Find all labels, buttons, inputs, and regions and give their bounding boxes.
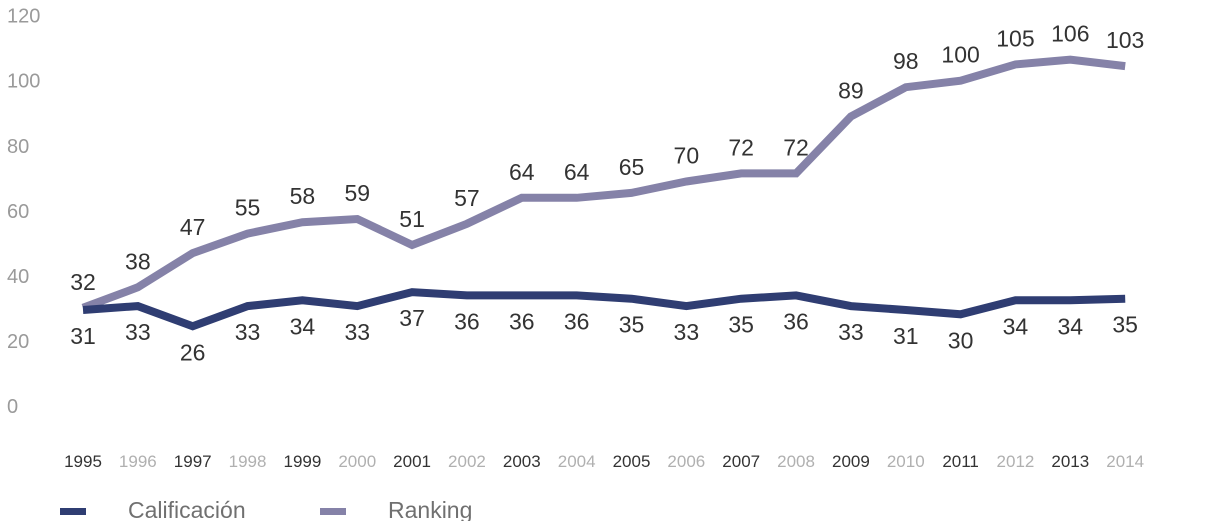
data-labels: 31 33 26 33 34 33 37 36 36 36 35 33 35 36 33 31 30 34 34 35… <box>70 21 1144 366</box>
x-tick-label-2005: 2005 <box>613 452 651 471</box>
data-label-ranking-2011: 100 <box>941 42 979 68</box>
data-label-calificacin-2012: 34 <box>1003 313 1029 339</box>
data-label-calificacin-2007: 35 <box>728 312 754 338</box>
data-label-calificacin-2009: 33 <box>838 319 864 345</box>
x-tick-label-1998: 1998 <box>229 452 267 471</box>
data-label-ranking-1997: 47 <box>180 214 206 240</box>
data-label-calificacin-2008: 36 <box>783 308 809 334</box>
legend: Calificación Ranking <box>60 497 472 521</box>
x-tick-label-1999: 1999 <box>283 452 321 471</box>
legend-swatch-ranking <box>320 508 346 515</box>
data-label-calificacin-1998: 33 <box>235 319 261 345</box>
data-label-calificacin-2014: 35 <box>1112 312 1138 338</box>
x-tick-label-2006: 2006 <box>667 452 705 471</box>
data-label-calificacin-2003: 36 <box>509 308 535 334</box>
x-tick-label-2000: 2000 <box>338 452 376 471</box>
data-label-calificacin-1999: 34 <box>290 313 316 339</box>
x-tick-label-2007: 2007 <box>722 452 760 471</box>
data-label-ranking-2002: 57 <box>454 185 480 211</box>
data-label-calificacin-1997: 26 <box>180 339 206 365</box>
x-tick-label-2012: 2012 <box>997 452 1035 471</box>
legend-label-calificacin: Calificación <box>128 497 246 521</box>
data-label-calificacin-1995: 31 <box>70 323 96 349</box>
data-label-calificacin-1996: 33 <box>125 319 151 345</box>
legend-swatch-calificacin <box>60 508 86 515</box>
x-tick-label-2014: 2014 <box>1106 452 1144 471</box>
y-tick-label-40: 40 <box>7 266 29 288</box>
data-label-calificacin-2006: 33 <box>674 319 700 345</box>
y-tick-label-60: 60 <box>7 201 29 223</box>
data-label-ranking-1996: 38 <box>125 248 151 274</box>
y-tick-label-80: 80 <box>7 136 29 158</box>
x-tick-label-2010: 2010 <box>887 452 925 471</box>
x-tick-label-2003: 2003 <box>503 452 541 471</box>
data-label-calificacin-2002: 36 <box>454 308 480 334</box>
x-tick-label-2002: 2002 <box>448 452 486 471</box>
data-label-calificacin-2004: 36 <box>564 308 590 334</box>
y-axis: 0 20 40 60 80 100 120 <box>7 6 40 418</box>
x-tick-label-2013: 2013 <box>1051 452 1089 471</box>
data-label-ranking-1995: 32 <box>70 269 96 295</box>
x-tick-label-2011: 2011 <box>942 452 979 471</box>
data-label-ranking-2005: 65 <box>619 154 645 180</box>
x-tick-label-2008: 2008 <box>777 452 815 471</box>
data-label-ranking-2006: 70 <box>674 143 700 169</box>
data-label-ranking-2003: 64 <box>509 159 535 185</box>
series-line-calificacin <box>82 288 1126 331</box>
x-tick-label-1997: 1997 <box>174 452 212 471</box>
data-label-ranking-2001: 51 <box>399 206 425 232</box>
data-label-ranking-2008: 72 <box>783 134 809 160</box>
x-tick-label-1996: 1996 <box>119 452 157 471</box>
data-label-calificacin-2013: 34 <box>1058 313 1084 339</box>
data-label-ranking-2013: 106 <box>1051 21 1089 47</box>
series-line-ranking <box>81 55 1126 312</box>
x-tick-label-2009: 2009 <box>832 452 870 471</box>
y-tick-label-120: 120 <box>7 6 40 28</box>
data-label-ranking-2012: 105 <box>996 25 1034 51</box>
data-label-calificacin-2005: 35 <box>619 312 645 338</box>
y-tick-label-20: 20 <box>7 331 29 353</box>
series-lines <box>81 55 1126 331</box>
data-label-ranking-1999: 58 <box>290 183 316 209</box>
x-axis: 1995 1996 1997 1998 1999 2000 2001 2002 2003 2004… <box>64 452 1144 471</box>
legend-label-ranking: Ranking <box>388 497 472 521</box>
data-label-ranking-2000: 59 <box>344 180 370 206</box>
y-tick-label-100: 100 <box>7 71 40 93</box>
x-tick-label-1995: 1995 <box>64 452 102 471</box>
data-label-calificacin-2001: 37 <box>399 305 425 331</box>
data-label-calificacin-2010: 31 <box>893 323 919 349</box>
data-label-calificacin-2000: 33 <box>344 319 370 345</box>
y-tick-label-0: 0 <box>7 396 18 418</box>
x-tick-label-2001: 2001 <box>393 452 431 471</box>
data-label-ranking-2010: 98 <box>893 48 919 74</box>
data-label-ranking-2009: 89 <box>838 77 864 103</box>
data-label-ranking-1998: 55 <box>235 195 261 221</box>
data-label-calificacin-2011: 30 <box>948 327 974 353</box>
data-label-ranking-2004: 64 <box>564 159 590 185</box>
data-label-ranking-2007: 72 <box>728 134 754 160</box>
x-tick-label-2004: 2004 <box>558 452 596 471</box>
data-label-ranking-2014: 103 <box>1106 27 1144 53</box>
